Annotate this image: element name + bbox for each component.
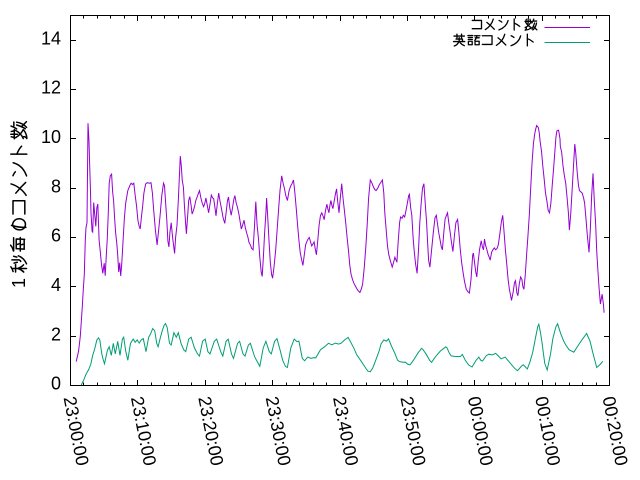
svg-text:14: 14 [41,28,61,48]
svg-text:12: 12 [41,78,61,98]
svg-text:8: 8 [51,176,61,196]
svg-text:1: 1 [9,278,29,288]
svg-text:2: 2 [51,324,61,344]
svg-text:6: 6 [51,226,61,246]
svg-text:4: 4 [51,275,61,295]
svg-text:10: 10 [41,127,61,147]
svg-text:0: 0 [51,374,61,394]
